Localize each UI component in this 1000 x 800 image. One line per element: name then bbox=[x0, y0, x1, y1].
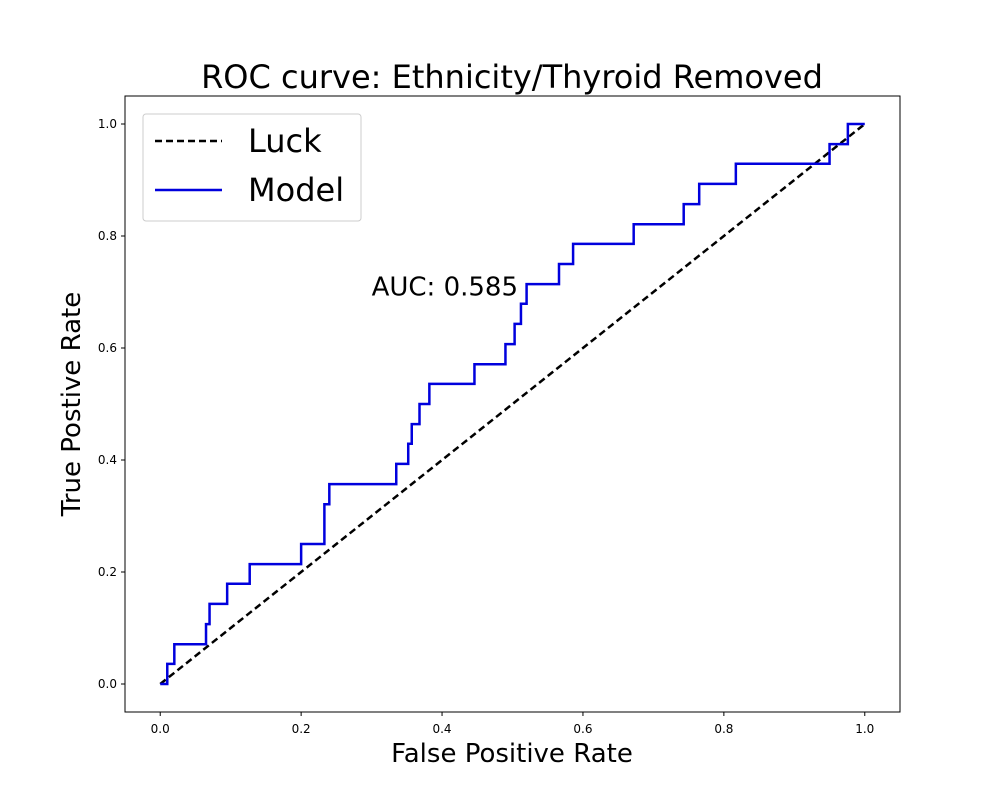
y-tick-label: 0.2 bbox=[98, 565, 117, 579]
legend-model-label: Model bbox=[248, 171, 344, 209]
chart-title: ROC curve: Ethnicity/Thyroid Removed bbox=[201, 58, 823, 96]
axis-ticks: 0.0 0.2 0.4 0.6 0.8 1.0 0.0 0.2 0.4 0.6 0.8 1.0 bbox=[98, 117, 874, 736]
x-tick-label: 1.0 bbox=[855, 722, 874, 736]
y-tick-label: 0.0 bbox=[98, 677, 117, 691]
y-tick-label: 0.8 bbox=[98, 229, 117, 243]
legend: Luck Model bbox=[142, 113, 362, 222]
legend-luck-label: Luck bbox=[248, 122, 322, 160]
y-tick-label: 1.0 bbox=[98, 117, 117, 131]
legend-frame bbox=[142, 113, 362, 222]
auc-annotation: AUC: 0.585 bbox=[372, 272, 518, 302]
y-tick-label: 0.6 bbox=[98, 341, 117, 355]
x-tick-label: 0.2 bbox=[292, 722, 311, 736]
x-tick-label: 0.6 bbox=[573, 722, 592, 736]
x-tick-label: 0.8 bbox=[714, 722, 733, 736]
y-axis-label: True Postive Rate bbox=[57, 292, 87, 517]
x-tick-label: 0.4 bbox=[432, 722, 451, 736]
series-line-model bbox=[160, 122, 865, 686]
x-tick-label: 0.0 bbox=[151, 722, 170, 736]
series-line-luck bbox=[159, 123, 866, 685]
y-tick-label: 0.4 bbox=[98, 453, 117, 467]
x-axis-label: False Positive Rate bbox=[391, 739, 633, 769]
